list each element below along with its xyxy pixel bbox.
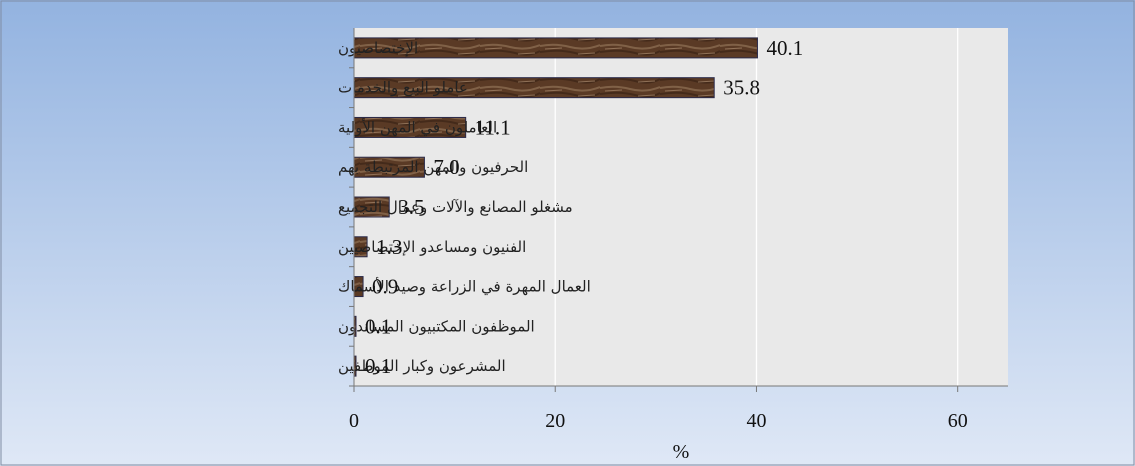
category-label: عاملو البيع والخدمات <box>338 79 468 97</box>
category-label: مشغلو المصانع والآلات وعمال التجميع <box>338 198 573 216</box>
data-label: 7.0 <box>433 155 459 179</box>
category-label: الموظفون المكتبيون المساندون <box>338 317 535 335</box>
category-label: الإختصاصيون <box>338 39 418 57</box>
data-label: 0.1 <box>365 354 391 378</box>
category-label: الحرفيون والمهن المرتبطة بهم <box>338 158 528 176</box>
data-label: 1.3 <box>376 235 402 259</box>
data-label: 11.1 <box>475 115 511 139</box>
data-label: 0.1 <box>365 314 391 338</box>
data-label: 3.5 <box>398 195 424 219</box>
category-labels-group: الإختصاصيون عاملو البيع والخدمات العاملون … <box>338 39 591 375</box>
x-tick-label: 60 <box>948 410 968 432</box>
value-labels-group: 40.135.8 11.1 7.0 3.5 1.3 0.9 0.1 0.1 <box>365 36 803 378</box>
category-label: الفنيون ومساعدو الإختصاصيين <box>338 238 526 256</box>
x-tick-label: 0 <box>349 410 359 432</box>
x-axis-title: % <box>673 441 690 463</box>
data-label: 35.8 <box>723 76 760 100</box>
x-tick-label: 20 <box>545 410 565 432</box>
category-label: المشرعون وكبار الموظفين <box>338 357 506 375</box>
category-label: العاملون في المهن الأولية <box>338 117 497 137</box>
x-tick-label: 40 <box>746 410 766 432</box>
category-label: العمال المهرة في الزراعة وصيد الأسماك <box>338 277 591 297</box>
data-label: 40.1 <box>766 36 803 60</box>
bars-group <box>353 37 758 377</box>
data-label: 0.9 <box>372 275 398 299</box>
x-axis: 0 20 40 60 <box>349 28 1008 432</box>
